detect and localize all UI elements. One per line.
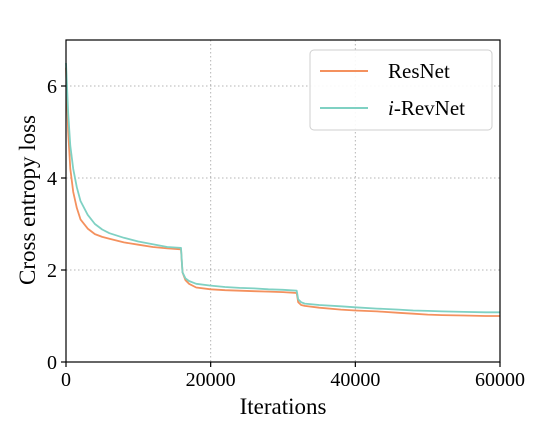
y-tick-label: 2 [47, 260, 57, 282]
x-tick-label: 60000 [475, 369, 525, 391]
legend-label-resnet-text: ResNet [388, 59, 450, 83]
y-tick-label: 0 [47, 352, 57, 374]
plot-frame [65, 39, 501, 363]
x-tick-label: 20000 [186, 369, 236, 391]
x-axis-label: Iterations [240, 394, 327, 419]
legend: ResNet i-RevNet [309, 49, 493, 131]
series-line-resnet [65, 67, 500, 317]
grid [66, 40, 500, 362]
axis-ticks: 0 20000 40000 60000 0 2 4 6 [47, 76, 525, 391]
y-axis-label: Cross entropy loss [15, 115, 40, 285]
legend-label-resnet: ResNet [388, 59, 450, 83]
legend-label-irevnet: i-RevNet [388, 96, 465, 120]
series-line-i-revnet [65, 62, 500, 314]
legend-label-irevnet-prefix: i [388, 96, 394, 120]
legend-label-irevnet-text: -RevNet [394, 96, 465, 120]
series-lines [65, 62, 500, 317]
y-tick-label: 6 [47, 76, 57, 98]
x-tick-label: 40000 [330, 369, 380, 391]
x-tick-label: 0 [61, 369, 71, 391]
y-tick-label: 4 [47, 168, 57, 190]
